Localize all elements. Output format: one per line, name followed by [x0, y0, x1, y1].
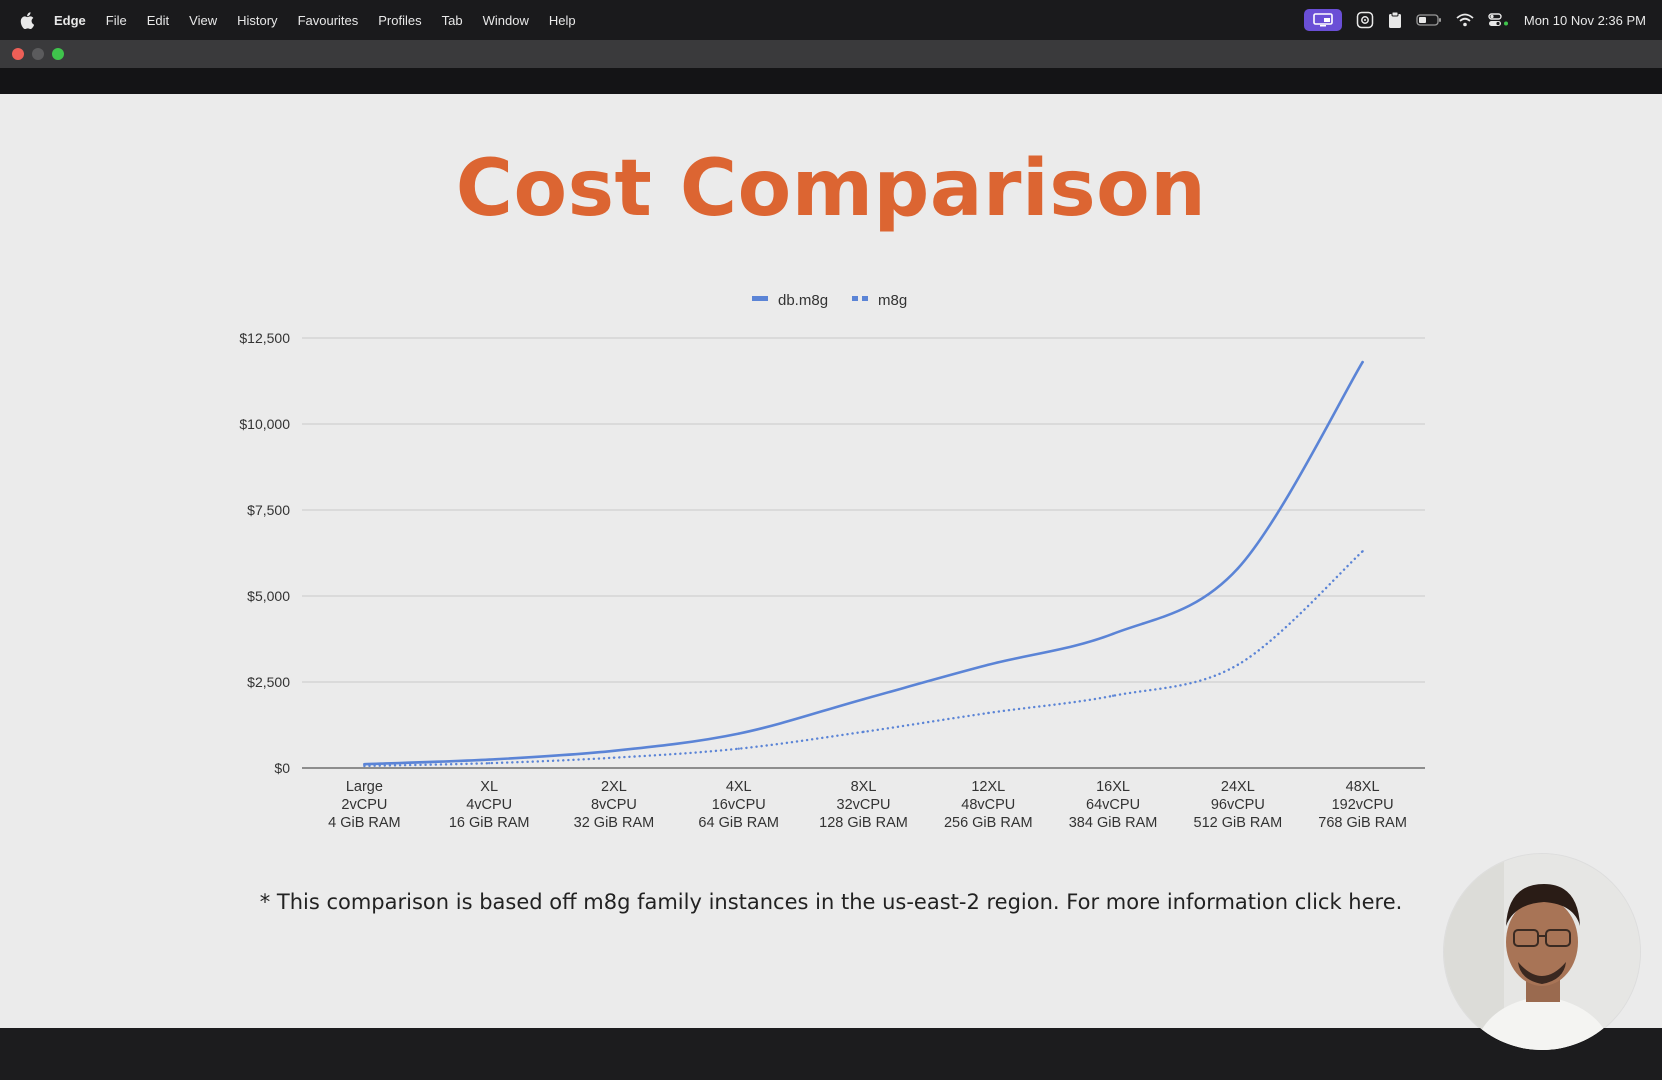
- data-point-m8g: [487, 761, 491, 765]
- window-minimize-button[interactable]: [32, 48, 44, 60]
- data-point-m8g: [1236, 663, 1240, 666]
- data-point-db-m8g: [1361, 360, 1364, 364]
- x-tick-label: 32 GiB RAM: [574, 815, 655, 831]
- x-tick-label: 2XL: [601, 779, 627, 795]
- x-tick-label: 4XL: [726, 779, 752, 795]
- presenter-avatar-icon: [1444, 854, 1640, 1050]
- series-line-db-m8g: [363, 360, 1364, 766]
- x-tick-label: 12XL: [971, 779, 1005, 795]
- menu-window[interactable]: Window: [482, 12, 529, 28]
- y-tick-label: $10,000: [239, 416, 290, 432]
- x-tick-label: 192vCPU: [1332, 797, 1394, 813]
- x-tick-label: 8vCPU: [591, 797, 637, 813]
- x-tick-label: 512 GiB RAM: [1194, 815, 1283, 831]
- menubar-clock[interactable]: Mon 10 Nov 2:36 PM: [1523, 12, 1646, 28]
- x-tick-label: 64 GiB RAM: [698, 815, 779, 831]
- menu-edit[interactable]: Edit: [146, 12, 170, 28]
- x-tick-label: 16vCPU: [712, 797, 766, 813]
- x-tick-label: 32vCPU: [837, 797, 891, 813]
- x-tick-label: 384 GiB RAM: [1069, 815, 1158, 831]
- control-center-icon[interactable]: [1488, 12, 1510, 28]
- window-zoom-button[interactable]: [52, 48, 64, 60]
- x-tick-label: 24XL: [1221, 779, 1255, 795]
- presentation-slide: Cost Comparison $0 $2,500 $5,000 $7,500 $10,…: [0, 94, 1662, 1028]
- cost-comparison-chart: $0 $2,500 $5,000 $7,500 $10,000 $12,500 Large 2…: [239, 292, 1425, 831]
- menu-app-name[interactable]: Edge: [54, 12, 86, 28]
- data-point-m8g: [737, 747, 740, 750]
- x-tick-label: 2vCPU: [341, 797, 387, 813]
- window-titlebar: [0, 40, 1662, 68]
- x-tick-label: 64vCPU: [1086, 797, 1140, 813]
- data-point-db-m8g: [1111, 632, 1115, 636]
- apple-logo-icon[interactable]: [18, 11, 36, 29]
- window-bottom-bar: [0, 1028, 1662, 1080]
- x-tick-label: 4vCPU: [466, 797, 512, 813]
- x-tick-label: XL: [480, 779, 498, 795]
- data-point-db-m8g: [487, 758, 491, 761]
- data-point-m8g: [862, 730, 865, 734]
- y-tick-label: $0: [274, 760, 290, 776]
- screen-share-icon[interactable]: [1303, 9, 1342, 31]
- window-close-button[interactable]: [12, 48, 24, 60]
- slide-footnote[interactable]: * This comparison is based off m8g famil…: [259, 890, 1403, 914]
- x-tick-label: 96vCPU: [1211, 797, 1265, 813]
- clipboard-icon[interactable]: [1388, 11, 1402, 29]
- menu-favourites[interactable]: Favourites: [297, 12, 359, 28]
- x-tick-label: 16XL: [1096, 779, 1130, 795]
- series-line-m8g: [363, 550, 1364, 768]
- data-point-m8g: [1361, 550, 1364, 553]
- settings-gear-icon[interactable]: [1356, 11, 1374, 29]
- y-tick-label: $5,000: [247, 588, 290, 604]
- x-tick-label: 16 GiB RAM: [449, 815, 530, 831]
- legend-swatch: [852, 296, 858, 301]
- data-point-db-m8g: [1236, 567, 1240, 570]
- menu-history[interactable]: History: [237, 12, 278, 28]
- data-point-m8g: [987, 711, 990, 715]
- x-tick-label: 48XL: [1346, 779, 1380, 795]
- x-tick-label: 256 GiB RAM: [944, 815, 1033, 831]
- wifi-icon[interactable]: [1456, 13, 1474, 27]
- data-point-m8g: [612, 756, 616, 759]
- data-point-db-m8g: [737, 732, 740, 735]
- data-point-db-m8g: [862, 698, 865, 701]
- data-point-db-m8g: [987, 663, 990, 666]
- status-area: Mon 10 Nov 2:36 PM: [1303, 0, 1646, 40]
- data-point-db-m8g: [612, 749, 616, 752]
- data-point-m8g: [363, 764, 366, 768]
- y-tick-label: $12,500: [239, 330, 290, 346]
- y-tick-label: $2,500: [247, 674, 290, 690]
- menu-tab[interactable]: Tab: [441, 12, 463, 28]
- menu-view[interactable]: View: [189, 12, 218, 28]
- x-tick-label: 768 GiB RAM: [1318, 815, 1407, 831]
- legend-swatch: [862, 296, 868, 301]
- legend-swatch: [752, 296, 768, 301]
- menu-help[interactable]: Help: [548, 12, 576, 28]
- menu-bar: Edge File Edit View History Favourites P…: [0, 0, 1662, 40]
- slide-title: Cost Comparison: [455, 144, 1207, 234]
- menu-file[interactable]: File: [105, 12, 127, 28]
- legend-label: db.m8g: [778, 292, 828, 309]
- window-toolbar-strip: [0, 68, 1662, 94]
- x-tick-label: Large: [346, 779, 383, 795]
- battery-icon[interactable]: [1416, 13, 1442, 27]
- x-tick-label: 128 GiB RAM: [819, 815, 908, 831]
- x-tick-label: 4 GiB RAM: [328, 815, 401, 831]
- data-point-m8g: [1111, 694, 1115, 697]
- presenter-webcam: [1444, 854, 1640, 1050]
- x-tick-label: 8XL: [851, 779, 877, 795]
- x-tick-label: 48vCPU: [961, 797, 1015, 813]
- legend-label: m8g: [878, 292, 907, 309]
- menu-profiles[interactable]: Profiles: [378, 12, 422, 28]
- y-tick-label: $7,500: [247, 502, 290, 518]
